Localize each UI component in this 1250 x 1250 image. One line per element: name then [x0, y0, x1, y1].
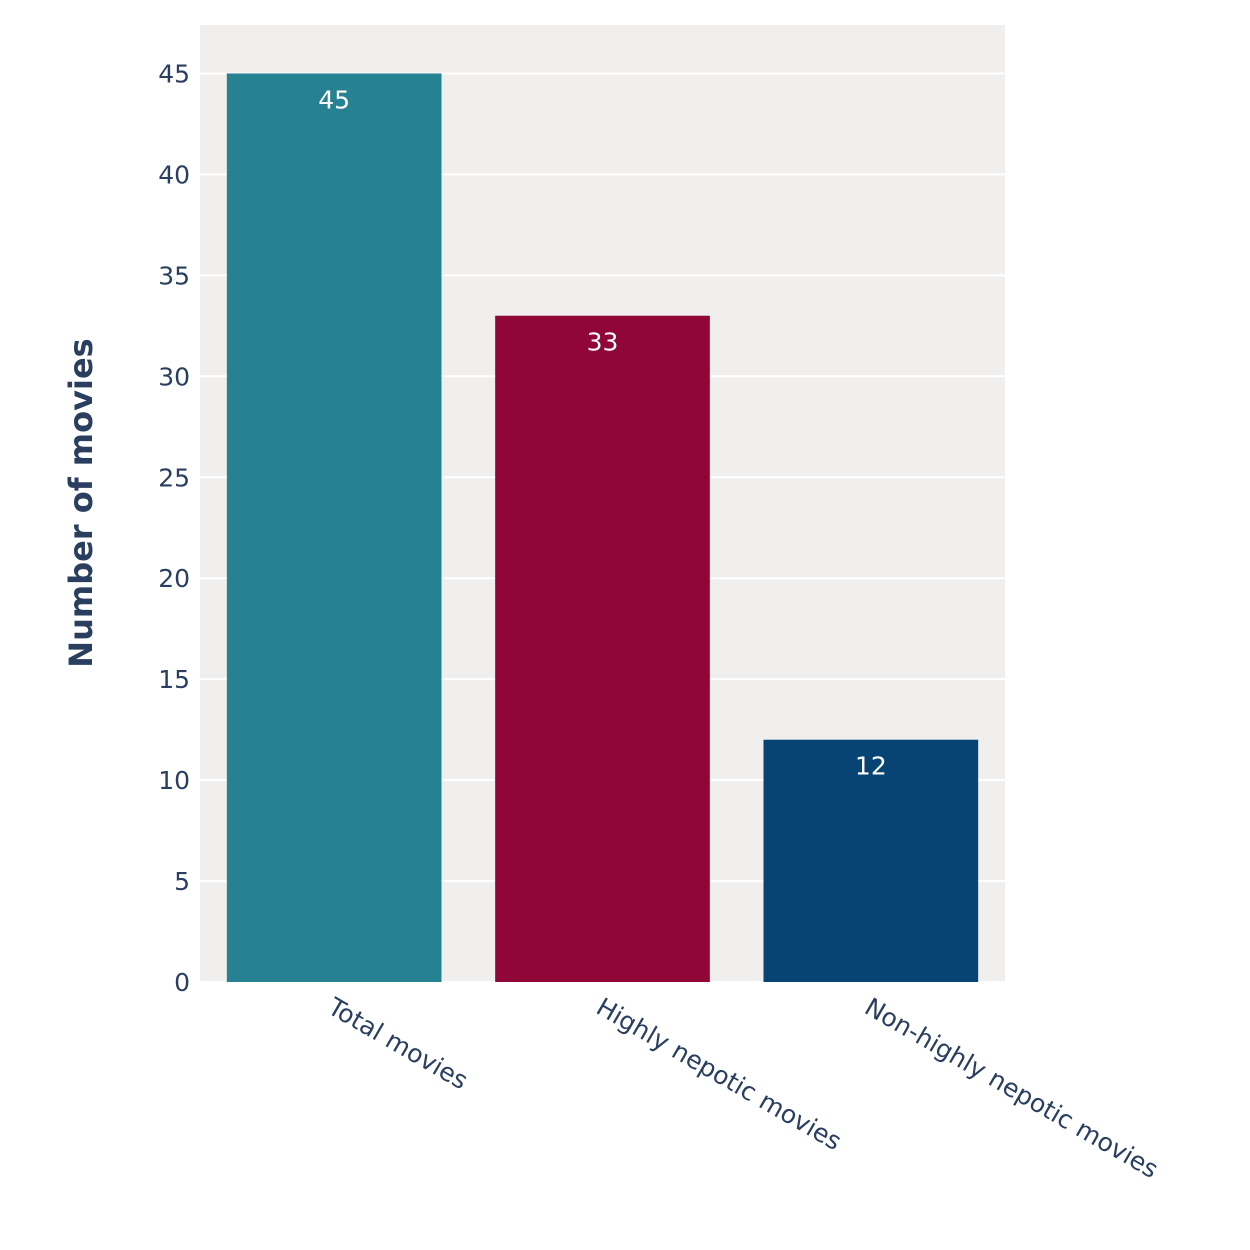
y-tick-label: 45: [158, 59, 190, 88]
x-tick-label: Non-highly nepotic movies: [860, 992, 1163, 1184]
y-tick-label: 10: [158, 766, 190, 795]
x-tick-label: Total movies: [322, 992, 473, 1096]
y-tick-label: 25: [158, 463, 190, 492]
data-label: 33: [587, 328, 619, 357]
y-tick-label: 20: [158, 564, 190, 593]
y-tick-label: 15: [158, 665, 190, 694]
y-tick-label: 5: [174, 867, 190, 896]
data-label: 45: [318, 85, 350, 114]
data-label: 12: [855, 752, 887, 781]
y-axis-title: Number of movies: [62, 338, 100, 667]
y-tick-label: 35: [158, 261, 190, 290]
y-tick-label: 30: [158, 362, 190, 391]
y-tick-label: 40: [158, 160, 190, 189]
bar: [763, 739, 979, 982]
bar: [226, 73, 442, 983]
bar: [495, 315, 710, 982]
x-tick-label: Highly nepotic movies: [592, 992, 847, 1156]
y-tick-label: 0: [174, 968, 190, 997]
